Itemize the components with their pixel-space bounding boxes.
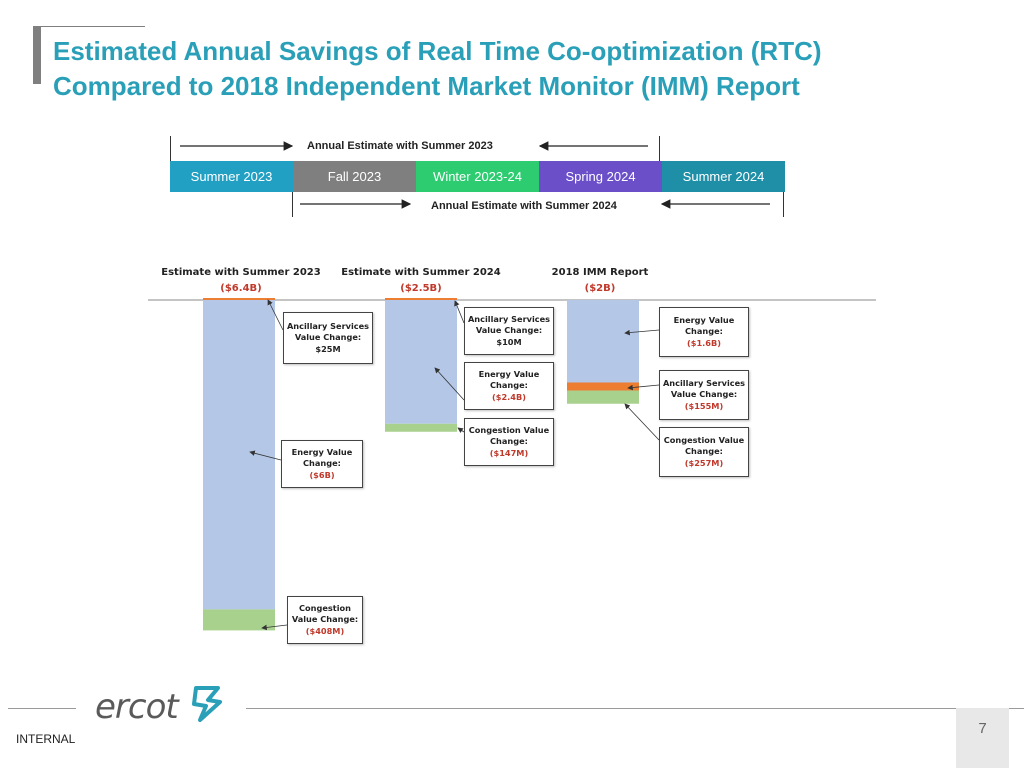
callout-label: Congestion Value Change: — [663, 434, 745, 457]
timeline-right-bracket — [783, 192, 784, 217]
callout-pointer — [624, 329, 660, 336]
callout-pointer — [261, 624, 288, 631]
season-winter-2023-24: Winter 2023-24 — [416, 161, 539, 192]
column-total-imm-2018: ($2B) — [584, 283, 616, 294]
callout-value: ($147M) — [489, 447, 529, 458]
season-strip: Summer 2023 Fall 2023 Winter 2023-24 Spr… — [170, 161, 785, 192]
bar-segment-energy — [567, 300, 639, 383]
callout-pointer — [627, 384, 660, 391]
callout-value: $10M — [496, 336, 522, 347]
footer-rule-left — [8, 708, 76, 709]
callout-label: Ancillary Services Value Change: — [286, 320, 370, 343]
callout-c1-energy: Energy Value Change: ($6B) — [281, 440, 363, 488]
bar-segment-ancillary-services — [385, 298, 457, 300]
callout-value: ($2.4B) — [492, 391, 526, 402]
annual-estimate-2023-label: Annual Estimate with Summer 2023 — [307, 140, 493, 152]
callout-label: Congestion Value Change: — [468, 424, 550, 447]
timeline-mid-bracket — [659, 136, 660, 161]
page-number-box — [956, 708, 1009, 768]
column-header-imm-2018: 2018 IMM Report — [551, 267, 649, 278]
page-title: Estimated Annual Savings of Real Time Co… — [53, 34, 953, 104]
callout-value: ($257M) — [684, 457, 724, 468]
callout-c1-congestion: Congestion Value Change: ($408M) — [287, 596, 363, 644]
callout-label: Energy Value Change: — [291, 446, 353, 469]
callout-pointer — [434, 367, 465, 401]
ercot-swirl-icon — [191, 686, 222, 722]
callout-pointer — [624, 403, 660, 441]
classification-label: INTERNAL — [16, 732, 76, 746]
season-summer-2024: Summer 2024 — [662, 161, 785, 192]
callout-c3-ancillary: Ancillary Services Value Change: ($155M) — [659, 370, 749, 420]
bar-segment-energy — [385, 300, 457, 424]
title-accent-rule — [41, 26, 145, 27]
callout-pointer — [457, 427, 465, 433]
callout-label: Ancillary Services Value Change: — [662, 377, 746, 400]
ercot-logo: ercot — [95, 684, 224, 727]
callout-label: Energy Value Change: — [478, 368, 540, 391]
page-number: 7 — [978, 720, 987, 737]
bar-segment-congestion — [203, 609, 275, 631]
timeline-arrows — [180, 141, 770, 209]
callout-pointer — [267, 299, 284, 331]
column-header-summer-2024: Estimate with Summer 2024 — [341, 267, 501, 278]
callout-c1-ancillary: Ancillary Services Value Change: $25M — [283, 312, 373, 364]
callout-value: ($408M) — [305, 625, 345, 636]
logo-wordmark: ercot — [95, 687, 179, 727]
bar-segment-congestion — [385, 423, 457, 432]
callout-c2-congestion: Congestion Value Change: ($147M) — [464, 418, 554, 466]
callout-pointer — [454, 300, 465, 324]
callout-value: ($155M) — [684, 400, 724, 411]
callout-value: ($6B) — [309, 469, 335, 480]
callout-c2-energy: Energy Value Change: ($2.4B) — [464, 362, 554, 410]
callout-c2-ancillary: Ancillary Services Value Change: $10M — [464, 307, 554, 355]
timeline-left-bracket — [170, 136, 171, 161]
callout-label: Energy Value Change: — [673, 314, 735, 337]
callout-label: Congestion Value Change: — [291, 602, 359, 625]
column-total-summer-2023: ($6.4B) — [220, 283, 262, 294]
footer-rule-right — [246, 708, 1024, 709]
annual-estimate-2024-label: Annual Estimate with Summer 2024 — [431, 200, 617, 212]
season-summer-2023: Summer 2023 — [170, 161, 293, 192]
column-header-summer-2023: Estimate with Summer 2023 — [161, 267, 321, 278]
title-line-1: Estimated Annual Savings of Real Time Co… — [53, 36, 822, 66]
bar-segment-ancillary-services — [203, 298, 275, 300]
callout-value: $25M — [315, 343, 341, 354]
callout-c3-energy: Energy Value Change: ($1.6B) — [659, 307, 749, 357]
callout-pointer — [249, 450, 282, 461]
season-fall-2023: Fall 2023 — [293, 161, 416, 192]
title-accent-bar — [33, 26, 41, 84]
column-total-summer-2024: ($2.5B) — [400, 283, 442, 294]
season-spring-2024: Spring 2024 — [539, 161, 662, 192]
bar-segment-ancillary-services — [567, 382, 639, 391]
callout-c3-congestion: Congestion Value Change: ($257M) — [659, 427, 749, 477]
title-line-2: Compared to 2018 Independent Market Moni… — [53, 71, 800, 101]
callout-value: ($1.6B) — [687, 337, 721, 348]
bar-segment-energy — [203, 300, 275, 610]
callout-label: Ancillary Services Value Change: — [467, 313, 551, 336]
timeline-lower-left-bracket — [292, 192, 293, 217]
waterfall-chart — [148, 298, 876, 631]
bar-segment-congestion — [567, 390, 639, 404]
